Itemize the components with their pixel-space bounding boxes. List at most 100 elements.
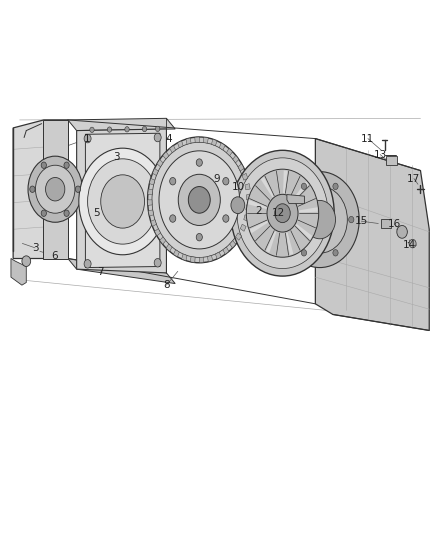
Text: 9: 9 xyxy=(213,174,220,183)
Circle shape xyxy=(333,183,338,190)
Circle shape xyxy=(64,162,69,168)
Text: 7: 7 xyxy=(97,267,104,277)
Circle shape xyxy=(246,169,319,257)
Circle shape xyxy=(30,186,35,192)
Wedge shape xyxy=(299,207,318,213)
Wedge shape xyxy=(286,232,293,255)
Polygon shape xyxy=(186,138,191,144)
Polygon shape xyxy=(160,237,166,244)
Circle shape xyxy=(125,127,129,132)
Polygon shape xyxy=(152,168,158,175)
Text: 11: 11 xyxy=(361,134,374,143)
Circle shape xyxy=(218,181,258,229)
Bar xyxy=(386,156,397,165)
Circle shape xyxy=(41,210,46,216)
Text: 10: 10 xyxy=(232,182,245,191)
Polygon shape xyxy=(170,146,176,153)
Wedge shape xyxy=(248,200,267,209)
Polygon shape xyxy=(199,257,204,263)
Circle shape xyxy=(46,177,65,201)
Circle shape xyxy=(148,137,251,263)
Polygon shape xyxy=(246,205,251,211)
Circle shape xyxy=(84,134,91,143)
Circle shape xyxy=(223,215,229,222)
Text: 8: 8 xyxy=(163,280,170,290)
Text: 5: 5 xyxy=(93,208,100,218)
Circle shape xyxy=(231,150,334,276)
Circle shape xyxy=(196,159,202,166)
Circle shape xyxy=(64,210,69,216)
Polygon shape xyxy=(230,240,236,248)
Polygon shape xyxy=(238,164,244,171)
Circle shape xyxy=(275,204,290,223)
Circle shape xyxy=(267,195,298,232)
Polygon shape xyxy=(203,137,208,143)
Wedge shape xyxy=(261,177,274,197)
Circle shape xyxy=(101,175,145,228)
Text: 12: 12 xyxy=(272,208,285,218)
Circle shape xyxy=(154,259,161,267)
Polygon shape xyxy=(191,256,195,263)
Circle shape xyxy=(155,126,160,132)
Polygon shape xyxy=(11,259,26,285)
Text: 16: 16 xyxy=(388,219,401,229)
Polygon shape xyxy=(223,247,229,254)
Polygon shape xyxy=(219,143,225,150)
Polygon shape xyxy=(68,118,175,131)
Polygon shape xyxy=(245,183,250,190)
Circle shape xyxy=(170,177,176,185)
Circle shape xyxy=(397,225,407,238)
Circle shape xyxy=(22,256,31,266)
Circle shape xyxy=(280,172,359,268)
Polygon shape xyxy=(226,148,233,156)
Circle shape xyxy=(349,216,354,223)
Bar xyxy=(381,219,391,228)
Polygon shape xyxy=(195,137,199,142)
Circle shape xyxy=(231,197,245,214)
Circle shape xyxy=(75,186,81,192)
Polygon shape xyxy=(173,250,179,257)
Polygon shape xyxy=(242,173,248,180)
Circle shape xyxy=(225,190,251,221)
Wedge shape xyxy=(283,171,287,193)
Polygon shape xyxy=(166,244,172,252)
Polygon shape xyxy=(212,139,217,146)
Text: 6: 6 xyxy=(51,251,58,261)
Polygon shape xyxy=(68,259,175,284)
Wedge shape xyxy=(250,221,268,233)
Circle shape xyxy=(409,239,416,248)
Circle shape xyxy=(79,148,166,255)
Text: 15: 15 xyxy=(355,216,368,226)
Polygon shape xyxy=(43,120,68,259)
Polygon shape xyxy=(287,195,304,204)
Circle shape xyxy=(292,186,347,253)
Text: 4: 4 xyxy=(165,134,172,143)
Circle shape xyxy=(84,260,91,268)
Circle shape xyxy=(142,126,147,132)
Polygon shape xyxy=(163,152,169,159)
Circle shape xyxy=(304,200,336,239)
Text: 13: 13 xyxy=(374,150,387,159)
Polygon shape xyxy=(151,220,156,227)
Circle shape xyxy=(301,249,307,256)
Polygon shape xyxy=(233,156,239,163)
Circle shape xyxy=(107,127,112,132)
Circle shape xyxy=(301,183,307,190)
Circle shape xyxy=(196,233,202,241)
Circle shape xyxy=(28,156,82,222)
Polygon shape xyxy=(177,141,183,148)
Polygon shape xyxy=(244,215,249,221)
Polygon shape xyxy=(247,195,251,200)
Polygon shape xyxy=(315,139,429,330)
Circle shape xyxy=(88,159,158,244)
Wedge shape xyxy=(266,231,276,253)
Polygon shape xyxy=(77,129,166,273)
Polygon shape xyxy=(155,229,161,236)
Wedge shape xyxy=(293,181,309,200)
Circle shape xyxy=(41,162,46,168)
Polygon shape xyxy=(215,252,221,259)
Polygon shape xyxy=(208,255,213,262)
Circle shape xyxy=(152,142,247,257)
Polygon shape xyxy=(148,200,152,205)
Polygon shape xyxy=(236,233,242,240)
